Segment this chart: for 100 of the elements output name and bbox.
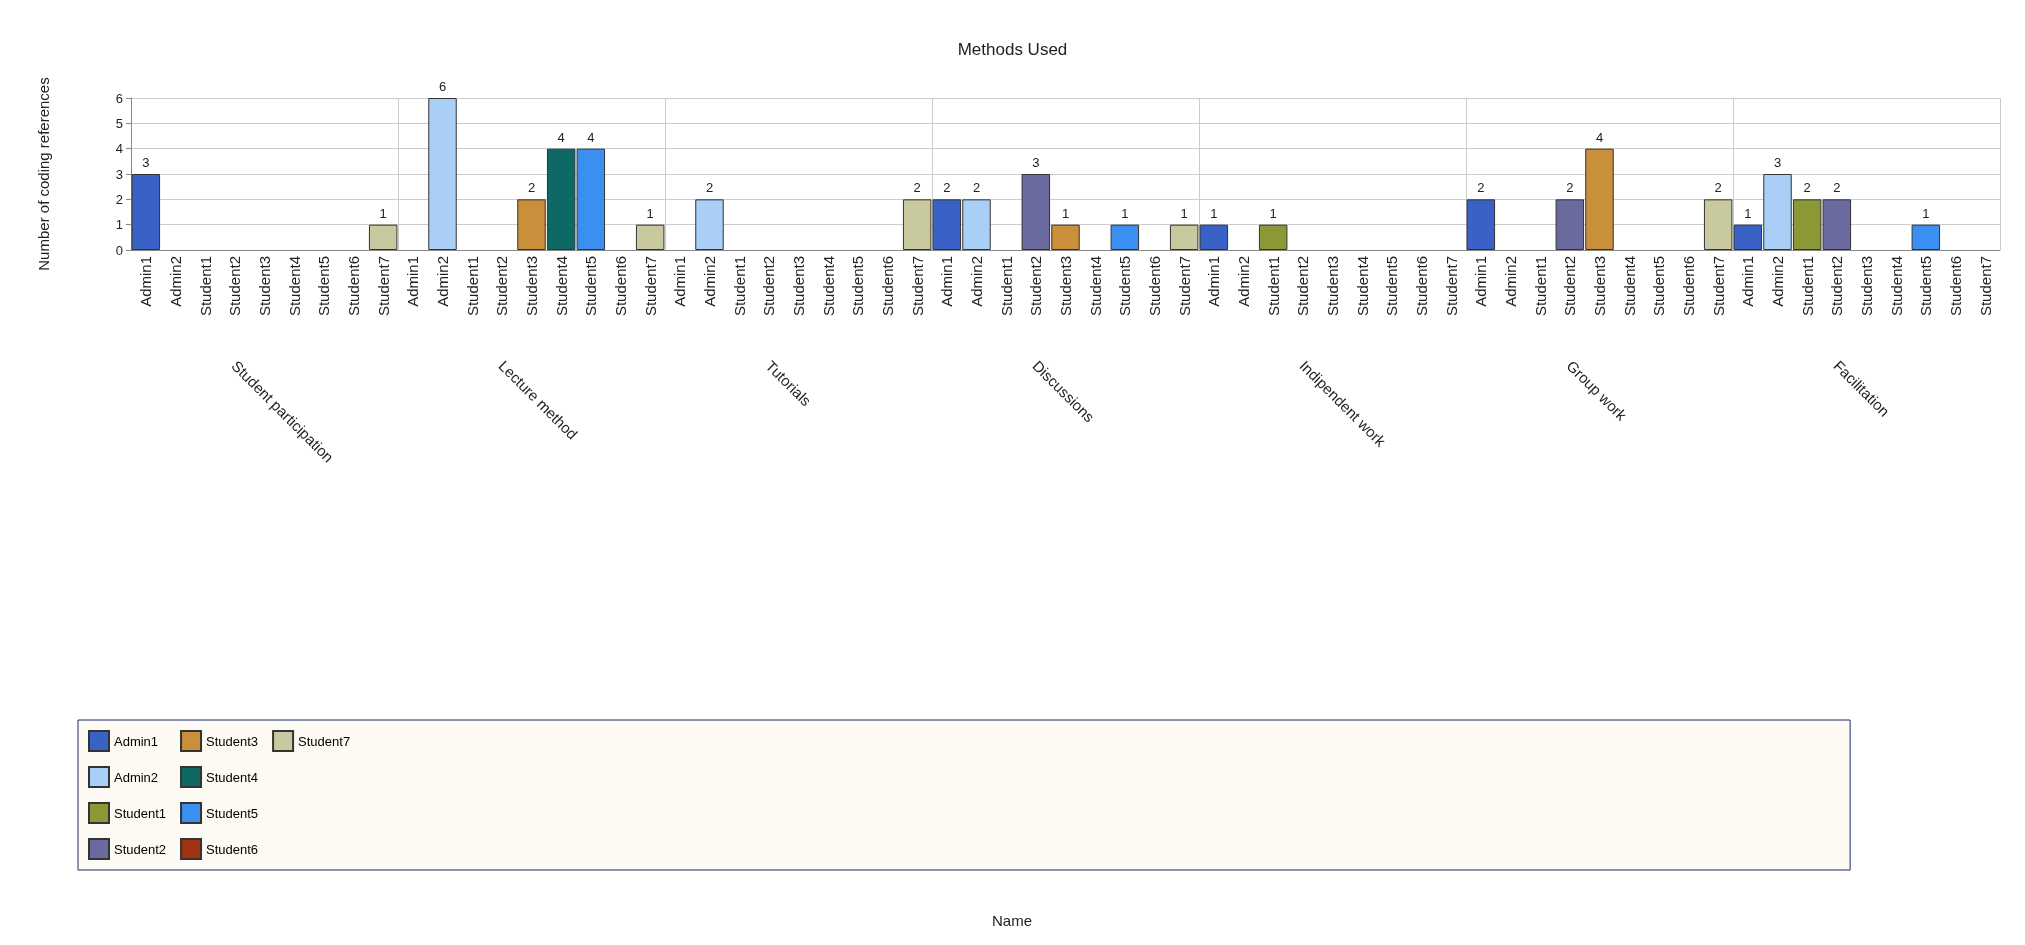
data-label: 1 [1744,205,1752,221]
x-tick-label: Student1 [997,256,1015,317]
data-label: 1 [1121,205,1129,221]
x-tick-label: Student3 [790,256,807,317]
x-tick-label: Admin2 [968,256,985,307]
x-tick-label: Admin1 [404,256,422,307]
x-tick-label: Student6 [1947,256,1964,317]
x-tick-label: Admin1 [1205,256,1223,307]
x-tick-label: Student3 [1858,256,1875,317]
x-tick-label: Student2 [1561,256,1579,317]
data-label: 3 [1032,155,1040,170]
x-tick-label: Student4 [1887,256,1905,317]
y-axis-title: Number of coding references [35,77,52,271]
x-tick-label: Student1 [730,256,748,317]
bar [131,174,161,250]
bar [1258,224,1288,250]
x-tick-label: Student4 [1353,256,1371,317]
x-tick-label: Student1 [463,256,481,317]
legend-label: Student6 [206,841,259,857]
x-tick-label: Student6 [1680,256,1697,317]
data-label: 1 [1210,205,1218,221]
chart-title: Methods Used [957,40,1068,59]
data-label: 2 [1714,180,1722,196]
x-tick-label: Admin1 [137,256,155,307]
x-tick-label: Admin1 [938,256,956,307]
data-label: 3 [142,155,150,170]
x-tick-label: Student5 [315,256,333,317]
x-tick-label: Student1 [1531,256,1549,317]
x-tick-label: Student6 [1146,256,1163,317]
x-tick-label: Student5 [1116,256,1134,317]
data-label: 2 [1833,180,1841,196]
x-tick-label: Student1 [1264,256,1282,317]
x-tick-label: Student3 [523,256,540,317]
y-tick-label: 5 [115,115,123,131]
y-tick-label: 3 [115,166,123,182]
data-label: 3 [1773,155,1782,170]
x-tick-label: Student2 [226,256,244,317]
x-tick-label: Student2 [1027,256,1045,317]
text: Name [991,911,1033,929]
data-label: 1 [379,205,387,221]
x-tick-label: Student4 [1620,256,1638,317]
x-tick-label: Student6 [612,256,629,317]
x-tick-label: Admin2 [701,256,718,307]
legend-label: Student3 [206,733,259,749]
x-tick-label: Student7 [1709,256,1727,317]
x-tick-label: Student3 [256,256,273,317]
data-label: 2 [705,180,714,196]
x-tick-label: Student4 [819,256,837,317]
x-tick-label: Student4 [1086,256,1104,317]
x-tick-label: Student7 [1442,256,1460,317]
x-tick-label: Student7 [374,256,392,317]
data-label: 1 [1269,205,1277,221]
x-tick-label: Student7 [641,256,659,317]
data-label: 2 [1566,180,1574,196]
x-tick-label: Student3 [1057,256,1074,317]
data-label: 1 [646,205,654,221]
x-tick-label: Student3 [1324,256,1341,317]
y-tick-label: 6 [115,90,123,106]
data-label: 2 [1477,180,1485,196]
x-tick-label: Admin2 [434,256,451,307]
data-label: 4 [1595,129,1604,145]
legend-label: Admin2 [114,769,159,785]
x-tick-label: Student2 [1828,256,1846,317]
bar [1466,199,1496,250]
data-label: 2 [972,180,981,196]
data-label: 1 [1922,205,1930,221]
legend-label: Student7 [298,733,351,749]
x-tick-label: Admin1 [1472,256,1490,307]
x-tick-label: Student2 [760,256,778,317]
bar [428,98,457,250]
x-tick-label: Admin2 [1235,256,1252,307]
y-tick-label: 4 [115,141,123,157]
legend-label: Student4 [206,769,259,785]
x-tick-label: Student2 [1294,256,1312,317]
x-tick-label: Admin2 [167,256,184,307]
x-tick-label: Admin2 [1502,256,1519,307]
x-tick-label: Student4 [285,256,303,317]
x-tick-label: Student7 [1976,256,1994,317]
x-tick-label: Student2 [493,256,511,317]
x-tick-label: Student5 [1917,256,1935,317]
x-tick-label: Admin2 [1769,256,1786,307]
x-tick-label: Student7 [908,256,926,317]
legend-label: Admin1 [114,733,159,749]
bar [635,224,665,250]
legend-label: Student2 [114,841,167,857]
data-label: 6 [438,79,447,94]
bar [1911,224,1941,250]
data-label: 1 [1180,205,1188,221]
x-tick-label: Student7 [1175,256,1193,317]
legend-label: Student5 [206,805,259,821]
y-tick-label: 0 [115,242,123,258]
y-tick-label: 1 [115,217,123,233]
x-tick-label: Student5 [582,256,600,317]
x-tick-label: Student5 [849,256,867,317]
data-label: 1 [1061,205,1070,221]
x-tick-label: Student3 [1591,256,1608,317]
data-label: 2 [1803,180,1811,196]
x-tick-label: Student4 [552,256,570,317]
x-tick-label: Student5 [1650,256,1668,317]
x-tick-label: Student1 [1798,256,1816,317]
